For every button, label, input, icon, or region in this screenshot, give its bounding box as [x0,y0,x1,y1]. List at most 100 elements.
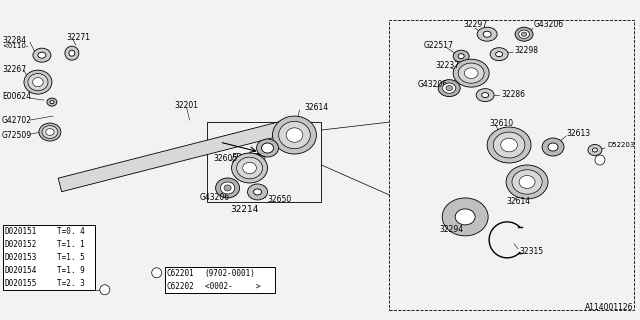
Ellipse shape [39,123,61,141]
Ellipse shape [518,30,529,38]
Ellipse shape [490,48,508,61]
Circle shape [152,268,162,278]
Ellipse shape [455,209,475,225]
Text: 32614: 32614 [506,197,530,206]
Text: 32610: 32610 [489,119,513,128]
Text: 32284: 32284 [2,36,26,45]
Text: T=1. 5: T=1. 5 [57,253,84,262]
Ellipse shape [224,185,231,191]
Ellipse shape [495,52,502,57]
Text: D020155: D020155 [5,279,37,288]
Ellipse shape [33,77,44,87]
Circle shape [595,155,605,165]
Text: T=0. 4: T=0. 4 [57,227,84,236]
Ellipse shape [465,68,478,78]
Text: 32613: 32613 [566,129,590,138]
Text: T=1. 1: T=1. 1 [57,240,84,249]
Text: 32605: 32605 [214,154,238,163]
Text: 32237: 32237 [435,61,460,70]
Ellipse shape [483,31,491,37]
Bar [3,225,95,290]
Ellipse shape [548,143,558,151]
Ellipse shape [286,128,303,142]
Ellipse shape [512,170,542,194]
Ellipse shape [453,50,469,62]
Text: G72509: G72509 [2,131,32,140]
Ellipse shape [453,59,489,87]
Ellipse shape [476,89,494,102]
Ellipse shape [220,182,235,194]
Ellipse shape [50,100,54,104]
Ellipse shape [47,98,57,106]
Text: C62201: C62201 [166,269,195,278]
Ellipse shape [237,157,262,179]
Text: G43206: G43206 [534,20,564,29]
Text: 32298: 32298 [514,46,538,55]
Text: D020154: D020154 [5,266,37,275]
Text: G43206: G43206 [417,80,447,89]
Ellipse shape [515,27,533,41]
Text: 32614: 32614 [305,103,328,112]
Ellipse shape [477,27,497,41]
Text: <0002-     >: <0002- > [205,282,260,291]
Text: 32267: 32267 [2,65,26,74]
Text: 32315: 32315 [519,247,543,256]
Text: D020152: D020152 [5,240,37,249]
Text: 2: 2 [598,157,602,163]
Text: T=1. 9: T=1. 9 [57,266,84,275]
Text: A114001126: A114001126 [586,303,634,312]
Ellipse shape [588,145,602,156]
Ellipse shape [482,92,488,98]
Circle shape [100,285,110,295]
Ellipse shape [69,50,75,56]
Ellipse shape [243,162,257,174]
Text: T=2. 3: T=2. 3 [57,279,84,288]
Text: G43206: G43206 [200,193,230,203]
Text: C62202: C62202 [166,282,195,291]
Text: 2: 2 [154,268,159,277]
Ellipse shape [493,132,525,158]
Text: 32271: 32271 [67,33,91,42]
Text: 32613: 32613 [243,156,267,164]
Text: 32214: 32214 [230,205,259,214]
Text: 32650: 32650 [268,196,292,204]
Ellipse shape [542,138,564,156]
Ellipse shape [438,80,460,97]
Text: D020153: D020153 [5,253,37,262]
Text: 32294: 32294 [439,225,463,234]
Ellipse shape [500,138,518,152]
Text: FRONT: FRONT [232,153,261,162]
Ellipse shape [38,52,46,58]
Ellipse shape [65,46,79,60]
Text: D020151: D020151 [5,227,37,236]
Polygon shape [58,118,296,192]
Ellipse shape [278,121,310,149]
Bar [164,267,275,293]
Text: G22517: G22517 [423,41,453,50]
Bar [389,20,634,310]
Text: 32201: 32201 [175,100,198,109]
Text: G42702: G42702 [2,116,32,124]
Ellipse shape [253,189,262,195]
Ellipse shape [593,148,597,152]
Ellipse shape [458,54,464,59]
Ellipse shape [24,70,52,94]
Ellipse shape [442,198,488,236]
Text: D52203: D52203 [607,142,634,148]
Ellipse shape [42,125,58,139]
Ellipse shape [28,74,48,91]
Ellipse shape [33,48,51,62]
Ellipse shape [519,175,535,188]
Bar [207,122,321,202]
Ellipse shape [262,143,273,153]
Ellipse shape [487,127,531,163]
Text: 32286: 32286 [501,90,525,99]
Ellipse shape [257,139,278,157]
Ellipse shape [458,63,484,83]
Ellipse shape [506,165,548,199]
Ellipse shape [443,83,456,93]
Ellipse shape [522,32,527,36]
Ellipse shape [446,85,452,91]
Text: <0110-: <0110- [2,43,28,49]
Text: 32297: 32297 [463,20,487,29]
